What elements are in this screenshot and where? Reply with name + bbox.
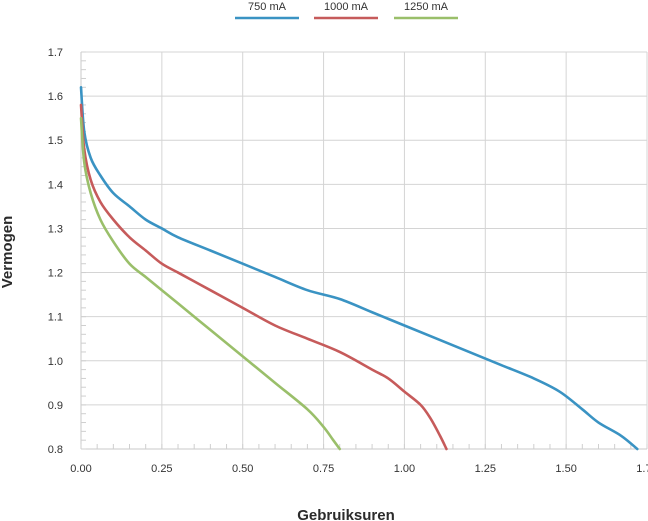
- legend-label: 1250 mA: [404, 1, 449, 13]
- x-tick-label: 0.50: [232, 463, 253, 475]
- x-tick-label: 1.25: [475, 463, 496, 475]
- x-axis-title: Gebruiksuren: [297, 507, 395, 521]
- series-line-2: [79, 116, 342, 451]
- y-tick-label: 1.6: [48, 91, 63, 103]
- minor-ticks: [80, 51, 648, 450]
- y-tick-label: 1.7: [48, 47, 63, 59]
- y-tick-label: 0.8: [48, 444, 63, 456]
- y-tick-label: 1.5: [48, 135, 63, 147]
- legend-label: 750 mA: [248, 1, 287, 13]
- y-axis-title: Vermogen: [0, 216, 16, 289]
- y-tick-label: 1.1: [48, 312, 63, 324]
- x-tick-label: 1.75: [636, 463, 648, 475]
- y-tick-label: 1.3: [48, 223, 63, 235]
- y-tick-label: 1.2: [48, 268, 63, 280]
- series-line-1: [79, 103, 448, 451]
- x-tick-label: 1.50: [555, 463, 576, 475]
- grid: [80, 51, 648, 450]
- legend: 750 mA 1000 mA 1250 mA: [235, 1, 458, 20]
- x-tick-label: 0.25: [151, 463, 172, 475]
- series-line-0: [79, 85, 639, 451]
- legend-label: 1000 mA: [324, 1, 369, 13]
- x-tick-label: 1.00: [394, 463, 415, 475]
- series-lines: [79, 85, 639, 451]
- tick-labels: 0.8 0.9 1.0 1.1 1.2 1.3 1.4 1.5 1.6 1.7 0.00 0.25 0.…: [48, 47, 648, 475]
- x-tick-label: 0.00: [70, 463, 91, 475]
- y-tick-label: 1.4: [48, 179, 63, 191]
- x-tick-label: 0.75: [313, 463, 334, 475]
- y-tick-label: 0.9: [48, 400, 63, 412]
- y-tick-label: 1.0: [48, 356, 63, 368]
